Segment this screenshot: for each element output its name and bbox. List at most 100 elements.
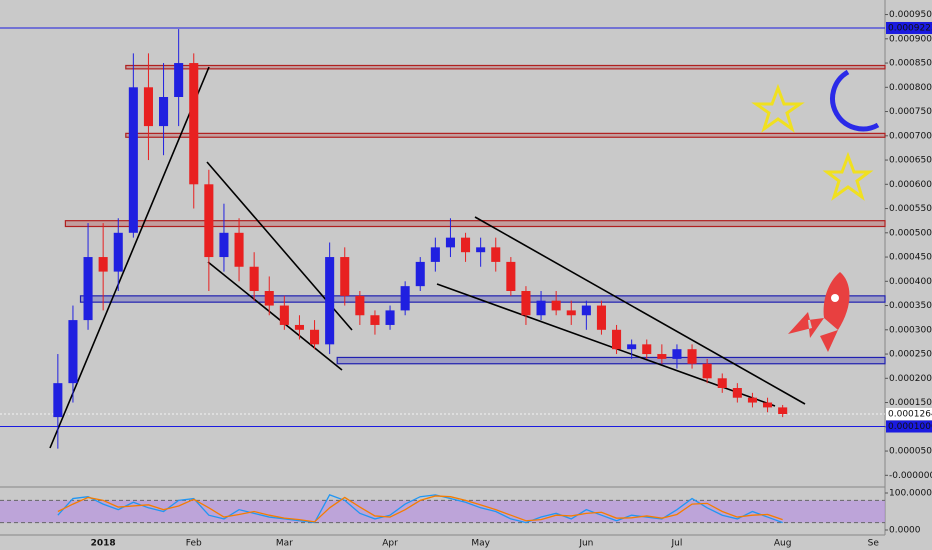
candle-body: [476, 247, 486, 253]
candle-body: [717, 378, 727, 388]
candle-body: [566, 310, 576, 316]
moon-icon: [830, 69, 880, 132]
candle-body: [174, 63, 184, 97]
candle-body: [596, 305, 606, 330]
y-tick-label: 100.0000: [889, 489, 932, 499]
candle-body: [279, 305, 289, 325]
zone: [336, 356, 886, 365]
price-label-bg: [886, 21, 932, 34]
candle-body: [657, 354, 667, 359]
candle-body: [400, 286, 410, 311]
candle-body: [204, 184, 214, 258]
x-tick-label: May: [471, 539, 490, 549]
candle-body: [98, 257, 108, 272]
price-label: 0.0001264: [888, 409, 932, 419]
candle-body: [128, 87, 138, 233]
candle-body: [189, 63, 199, 185]
candle-body: [732, 388, 742, 398]
candle-body: [612, 329, 622, 350]
candle-body: [355, 295, 365, 316]
candle-body: [325, 257, 335, 345]
candle-body: [53, 383, 63, 418]
x-tick-label: Jul: [671, 539, 683, 549]
candle-body: [551, 300, 561, 311]
price-label: 0.0001006: [888, 422, 932, 432]
trendline: [207, 261, 343, 371]
x-tick-label: Feb: [186, 539, 202, 549]
star-icon: [822, 151, 874, 201]
y-tick-label: 0.0000500: [889, 447, 932, 457]
candle-body: [310, 329, 320, 345]
candle-body: [249, 266, 259, 291]
candle-body: [627, 344, 637, 350]
candle-body: [415, 261, 425, 287]
candle-body: [340, 257, 350, 296]
price-label-bg: [886, 407, 932, 420]
candle-body: [763, 402, 773, 408]
x-tick-label: Aug: [774, 539, 792, 549]
zone: [125, 132, 886, 138]
candle-body: [491, 247, 501, 262]
candle-body: [687, 349, 697, 364]
star-icon: [751, 83, 805, 133]
candle-body: [506, 261, 516, 291]
candle-body: [445, 237, 455, 248]
x-tick-label: Mar: [276, 539, 293, 549]
candle-body: [159, 97, 169, 127]
zone: [125, 64, 886, 70]
zone: [64, 220, 886, 228]
candle-body: [113, 232, 123, 272]
x-tick-label: Se: [868, 539, 880, 549]
candle-body: [234, 232, 244, 267]
y-tick-label: 0.0000: [889, 526, 921, 536]
candle-body: [702, 363, 712, 379]
rocket-icon: [788, 272, 850, 352]
candle-body: [83, 257, 93, 321]
candle-body: [778, 407, 788, 414]
candle-body: [370, 315, 380, 325]
y-tick-label: -0.0000000: [889, 471, 932, 481]
candle-body: [521, 291, 531, 316]
trendline: [49, 66, 210, 449]
oscillator-line: [57, 494, 783, 524]
candle-body: [536, 300, 546, 316]
candle-body: [430, 247, 440, 262]
candle-body: [68, 320, 78, 384]
candle-body: [385, 310, 395, 325]
price-label-bg: [886, 420, 932, 433]
zone: [79, 295, 886, 303]
candle-body: [672, 349, 682, 359]
candle-body: [747, 397, 757, 403]
icons: [751, 69, 880, 352]
x-tick-label: 2018: [91, 539, 116, 549]
candle-body: [581, 305, 591, 316]
trendline: [474, 216, 806, 405]
x-tick-label: Apr: [382, 539, 398, 549]
candle-body: [219, 232, 229, 258]
candle-body: [294, 324, 304, 330]
price-label: 0.0009223: [888, 23, 932, 33]
candle-body: [143, 87, 153, 127]
candle-body: [642, 344, 652, 355]
oscillator-line: [57, 495, 783, 523]
candle-body: [264, 291, 274, 306]
